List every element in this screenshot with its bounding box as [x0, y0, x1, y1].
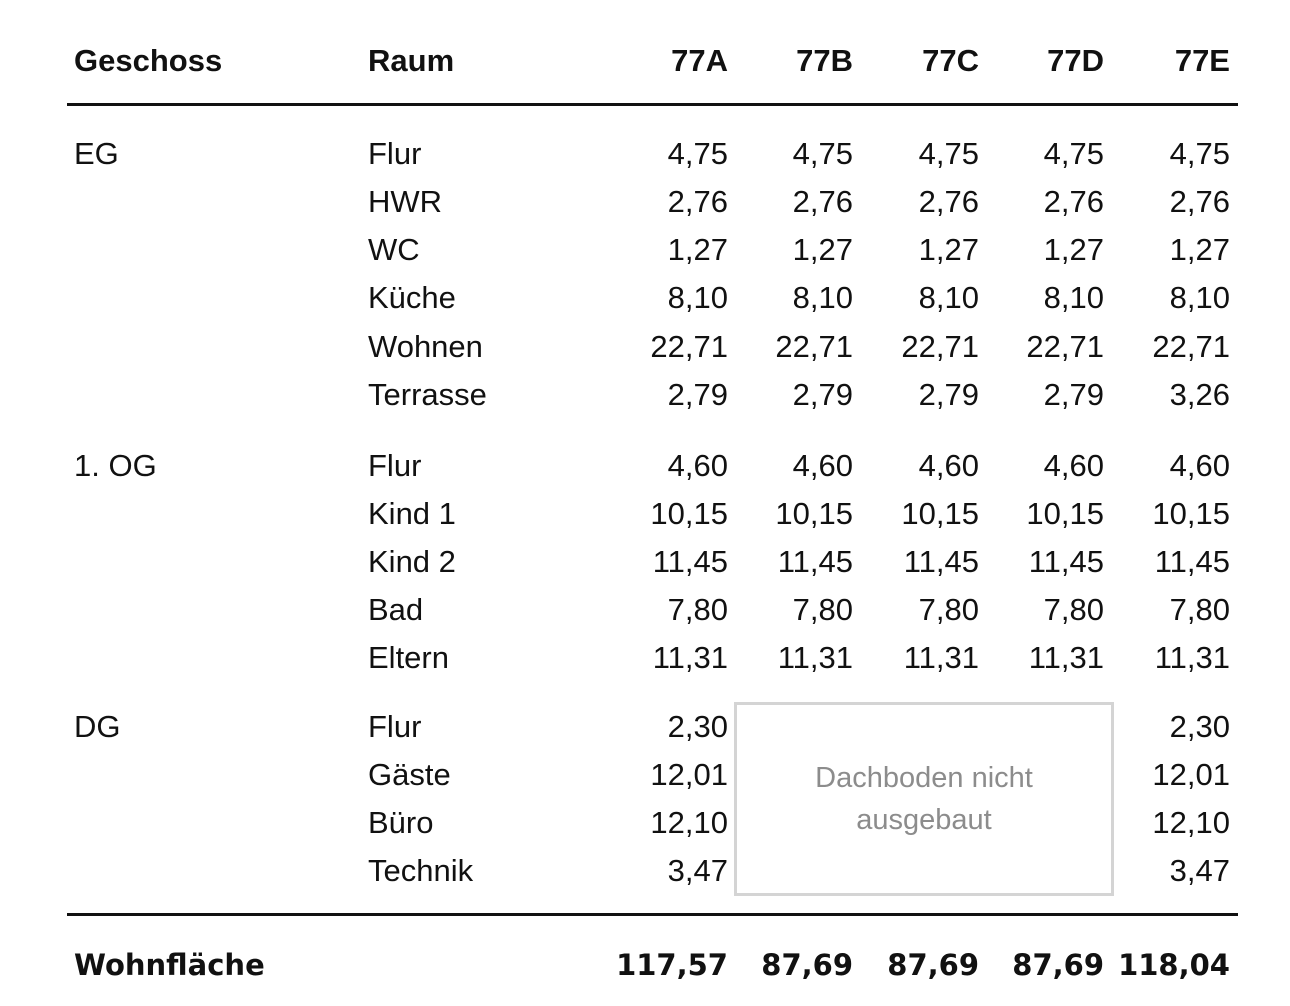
area-value-77e: 11,45	[1154, 544, 1230, 579]
header-raum: Raum	[368, 43, 455, 78]
area-value-77a: 3,47	[667, 853, 728, 888]
area-value-77d: 8,10	[1043, 280, 1104, 315]
area-value-77c: 4,60	[918, 448, 979, 483]
area-value-77a: 2,76	[667, 184, 728, 219]
area-value-77b: 8,10	[792, 280, 853, 315]
area-value-77b: 1,27	[792, 232, 853, 267]
area-value-77a: 11,45	[652, 544, 728, 579]
area-value-77e: 3,26	[1169, 377, 1230, 412]
room-name: Flur	[368, 136, 422, 171]
area-value-77d: 22,71	[1026, 329, 1104, 364]
header-col-77a: 77A	[671, 43, 728, 78]
total-rule	[67, 913, 1238, 916]
area-value-77d: 4,60	[1043, 448, 1104, 483]
room-name: Terrasse	[368, 377, 487, 412]
floor-label-dg: DG	[74, 709, 121, 744]
area-value-77d: 7,80	[1043, 592, 1104, 627]
dg-not-built-text: Dachboden nicht ausgebaut	[815, 762, 1033, 836]
area-value-77e: 1,27	[1169, 232, 1230, 267]
header-col-77e: 77E	[1174, 43, 1230, 78]
area-value-77d: 1,27	[1043, 232, 1104, 267]
area-value-77c: 1,27	[918, 232, 979, 267]
header-rule	[67, 103, 1238, 106]
header-geschoss: Geschoss	[74, 43, 223, 78]
header-col-77b: 77B	[796, 43, 853, 78]
floor-label-eg: EG	[74, 136, 119, 171]
area-value-77c: 4,75	[918, 136, 979, 171]
total-77e: 118,04	[1118, 948, 1230, 982]
total-77a: 117,57	[616, 948, 728, 982]
area-value-77e: 12,01	[1152, 757, 1230, 792]
area-value-77d: 10,15	[1026, 496, 1104, 531]
area-value-77d: 11,45	[1028, 544, 1104, 579]
area-value-77e: 8,10	[1169, 280, 1230, 315]
area-value-77a: 2,79	[667, 377, 728, 412]
area-value-77d: 11,31	[1028, 640, 1104, 675]
room-name: Büro	[368, 805, 434, 840]
area-value-77a: 22,71	[650, 329, 728, 364]
area-value-77d: 2,76	[1043, 184, 1104, 219]
area-value-77e: 10,15	[1152, 496, 1230, 531]
area-value-77c: 7,80	[918, 592, 979, 627]
header-col-77c: 77C	[922, 43, 979, 78]
area-value-77c: 11,31	[903, 640, 979, 675]
area-value-77e: 2,76	[1169, 184, 1230, 219]
room-name: Technik	[368, 853, 474, 888]
room-name: Kind 2	[368, 544, 456, 579]
area-value-77b: 22,71	[775, 329, 853, 364]
room-name: HWR	[368, 184, 443, 219]
room-name: WC	[368, 232, 420, 267]
area-value-77b: 10,15	[775, 496, 853, 531]
area-value-77a: 12,10	[650, 805, 728, 840]
area-value-77c: 2,76	[918, 184, 979, 219]
area-value-77e: 7,80	[1169, 592, 1230, 627]
area-value-77b: 11,31	[777, 640, 853, 675]
area-value-77e: 4,75	[1169, 136, 1230, 171]
room-name: Flur	[368, 448, 422, 483]
area-value-77b: 4,75	[792, 136, 853, 171]
area-value-77a: 2,30	[667, 709, 728, 744]
total-77d: 87,69	[1012, 948, 1104, 982]
floor-label-1og: 1. OG	[74, 448, 157, 483]
area-value-77e: 4,60	[1169, 448, 1230, 483]
total-77b: 87,69	[761, 948, 853, 982]
area-value-77e: 11,31	[1154, 640, 1230, 675]
area-value-77b: 2,79	[792, 377, 853, 412]
area-value-77a: 4,60	[667, 448, 728, 483]
area-value-77a: 1,27	[667, 232, 728, 267]
area-value-77b: 7,80	[792, 592, 853, 627]
area-value-77a: 12,01	[650, 757, 728, 792]
area-value-77a: 11,31	[652, 640, 728, 675]
area-value-77c: 11,45	[903, 544, 979, 579]
total-77c: 87,69	[887, 948, 979, 982]
area-value-77a: 7,80	[667, 592, 728, 627]
area-value-77c: 10,15	[901, 496, 979, 531]
room-name: Küche	[368, 280, 456, 315]
room-name: Eltern	[368, 640, 449, 675]
room-name: Flur	[368, 709, 422, 744]
area-value-77b: 4,60	[792, 448, 853, 483]
area-value-77a: 4,75	[667, 136, 728, 171]
area-value-77a: 8,10	[667, 280, 728, 315]
room-name: Kind 1	[368, 496, 456, 531]
area-value-77c: 22,71	[901, 329, 979, 364]
area-value-77e: 22,71	[1152, 329, 1230, 364]
area-value-77e: 2,30	[1169, 709, 1230, 744]
room-name: Wohnen	[368, 329, 483, 364]
area-value-77b: 2,76	[792, 184, 853, 219]
area-value-77d: 2,79	[1043, 377, 1104, 412]
area-value-77e: 3,47	[1169, 853, 1230, 888]
room-name: Gäste	[368, 757, 451, 792]
area-value-77d: 4,75	[1043, 136, 1104, 171]
header-col-77d: 77D	[1047, 43, 1104, 78]
dg-not-built-note: Dachboden nicht ausgebaut	[734, 702, 1114, 896]
area-value-77c: 2,79	[918, 377, 979, 412]
area-value-77c: 8,10	[918, 280, 979, 315]
area-value-77a: 10,15	[650, 496, 728, 531]
area-value-77b: 11,45	[777, 544, 853, 579]
room-name: Bad	[368, 592, 424, 627]
total-label: Wohnfläche	[74, 948, 265, 982]
area-value-77e: 12,10	[1152, 805, 1230, 840]
